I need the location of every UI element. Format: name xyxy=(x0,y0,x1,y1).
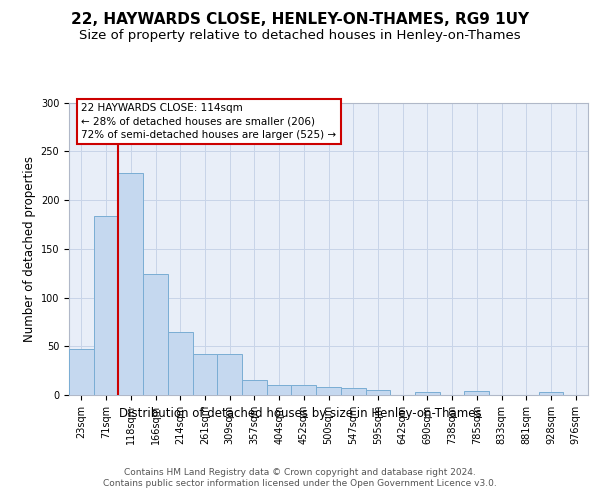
Text: 22 HAYWARDS CLOSE: 114sqm
← 28% of detached houses are smaller (206)
72% of semi: 22 HAYWARDS CLOSE: 114sqm ← 28% of detac… xyxy=(82,104,337,140)
Bar xyxy=(316,387,341,395)
Bar xyxy=(118,172,143,395)
Bar xyxy=(69,349,94,395)
Text: Distribution of detached houses by size in Henley-on-Thames: Distribution of detached houses by size … xyxy=(119,408,481,420)
Bar xyxy=(415,392,440,395)
Text: Contains HM Land Registry data © Crown copyright and database right 2024.
Contai: Contains HM Land Registry data © Crown c… xyxy=(103,468,497,487)
Bar xyxy=(217,354,242,395)
Y-axis label: Number of detached properties: Number of detached properties xyxy=(23,156,37,342)
Bar xyxy=(365,390,390,395)
Bar xyxy=(267,385,292,395)
Bar xyxy=(242,380,267,395)
Text: Size of property relative to detached houses in Henley-on-Thames: Size of property relative to detached ho… xyxy=(79,29,521,42)
Bar xyxy=(464,391,489,395)
Bar xyxy=(168,332,193,395)
Bar xyxy=(193,354,217,395)
Bar xyxy=(143,274,168,395)
Bar xyxy=(292,385,316,395)
Bar xyxy=(341,388,365,395)
Bar xyxy=(539,392,563,395)
Bar xyxy=(94,216,118,395)
Text: 22, HAYWARDS CLOSE, HENLEY-ON-THAMES, RG9 1UY: 22, HAYWARDS CLOSE, HENLEY-ON-THAMES, RG… xyxy=(71,12,529,28)
